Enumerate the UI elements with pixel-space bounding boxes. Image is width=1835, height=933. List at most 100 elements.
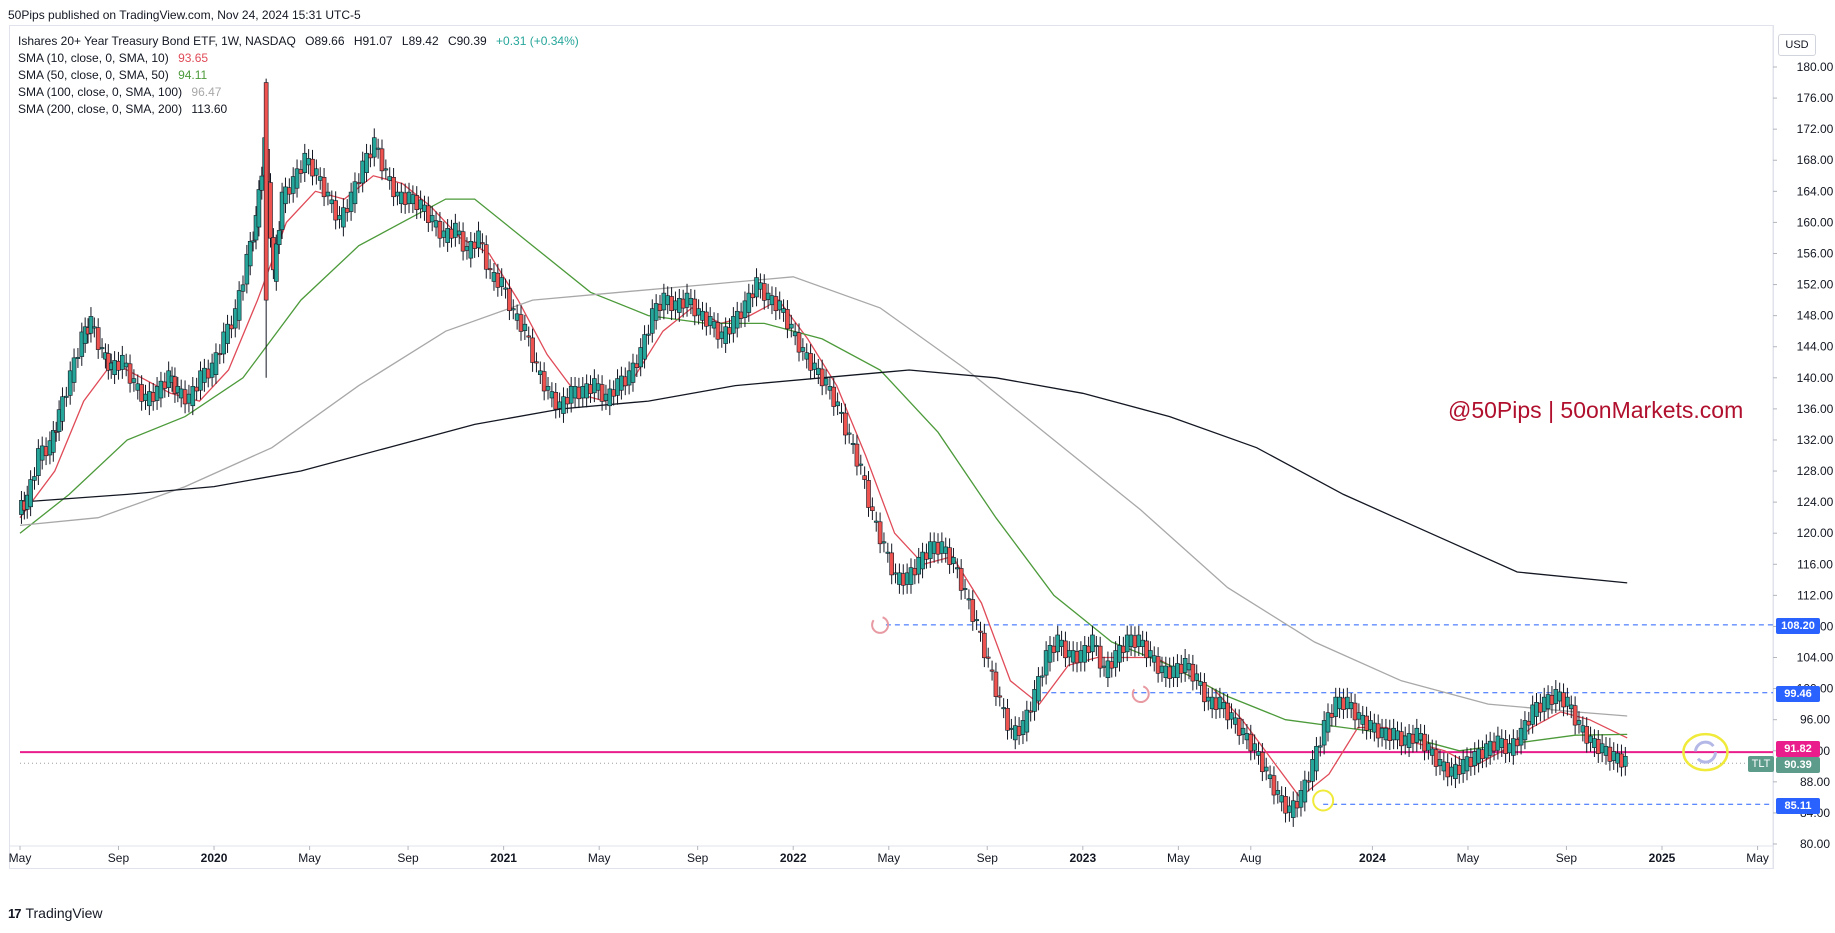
candle-body [1402, 735, 1408, 746]
candle-body [1283, 796, 1288, 814]
candle-body [120, 354, 125, 370]
legend-sma-50[interactable]: SMA (50, close, 0, SMA, 50) 94.11 [18, 67, 579, 84]
y-tick-label: 164.00 [1797, 184, 1834, 198]
candle-body [711, 321, 717, 329]
candle-body [1449, 766, 1454, 777]
sma-line-2 [19, 276, 1628, 717]
y-tick-label: 96.00 [1800, 713, 1830, 727]
candle-body [661, 292, 667, 311]
candle-body [700, 310, 705, 321]
price-tag-85[interactable]: 85.11 [1776, 798, 1820, 814]
candle-body [1541, 696, 1547, 712]
candle-body [402, 192, 408, 205]
y-tick-label: 128.00 [1797, 464, 1834, 478]
candle-body [900, 573, 906, 586]
tradingview-logo[interactable]: 17 TradingView [8, 905, 103, 921]
candle-body [1495, 735, 1501, 751]
candle-body [259, 175, 265, 191]
candle-body [522, 323, 528, 331]
candle-body [1565, 696, 1570, 707]
candle-body [885, 551, 891, 554]
candle-body [649, 308, 655, 334]
candle-body [1580, 725, 1586, 733]
candle-body [843, 412, 848, 436]
candle-body [819, 368, 825, 387]
candle-body [1036, 676, 1041, 702]
candle-body [707, 316, 713, 326]
candle-body [232, 308, 238, 329]
currency-button[interactable]: USD [1778, 34, 1816, 56]
candle-body [433, 220, 439, 228]
candle-body [518, 314, 524, 332]
x-tick-label: 2021 [490, 851, 517, 865]
y-tick-label: 156.00 [1797, 246, 1834, 260]
candle-body [1275, 790, 1281, 795]
candle-body [1615, 752, 1620, 764]
candle-body [1271, 775, 1277, 796]
candle-body [696, 308, 701, 316]
candle-body [398, 191, 404, 205]
x-tick-label: May [1457, 851, 1480, 865]
candle-body [1399, 731, 1404, 747]
price-tag-91[interactable]: 91.82 [1776, 741, 1820, 757]
candle-body [1352, 702, 1358, 721]
candle-body [1236, 718, 1242, 736]
price-tag-108[interactable]: 108.20 [1776, 618, 1820, 634]
candle-body [1317, 745, 1323, 748]
y-tick-label: 180.00 [1797, 60, 1834, 74]
candle-body [1453, 764, 1458, 780]
candle-body [510, 308, 516, 311]
highlight-ring [1312, 789, 1335, 812]
candle-body [592, 378, 597, 394]
candle-body [364, 152, 369, 173]
legend-sma-10[interactable]: SMA (10, close, 0, SMA, 10) 93.65 [18, 50, 579, 67]
candle-body [1422, 733, 1427, 752]
candle-body [32, 476, 37, 481]
candle-body [966, 598, 972, 601]
candle-body [1263, 766, 1269, 772]
candle-body [889, 552, 894, 576]
legend-sma-100[interactable]: SMA (100, close, 0, SMA, 100) 96.47 [18, 84, 579, 101]
candle-body [557, 401, 562, 409]
y-tick-label: 172.00 [1797, 122, 1834, 136]
candle-body [1549, 695, 1555, 705]
candle-body [483, 244, 489, 270]
candle-body [1094, 645, 1099, 647]
candle-body [1429, 748, 1435, 756]
price-tag-99[interactable]: 99.46 [1776, 686, 1820, 702]
legend-sma-200[interactable]: SMA (200, close, 0, SMA, 200) 113.60 [18, 101, 579, 118]
candle-body [595, 383, 601, 391]
candle-body [897, 572, 902, 585]
candle-body [1128, 634, 1134, 647]
candle-body [931, 541, 937, 554]
candle-body [773, 296, 779, 312]
candle-body [677, 297, 682, 313]
candle-body [584, 383, 589, 399]
candle-body [368, 153, 373, 159]
candle-body [1248, 733, 1254, 752]
candle-body [634, 363, 640, 368]
candle-body [387, 176, 393, 181]
legend-symbol[interactable]: Ishares 20+ Year Treasury Bond ETF, 1W, … [18, 34, 296, 48]
candle-body [453, 222, 458, 238]
candle-body [545, 386, 551, 391]
candle-body [638, 347, 643, 368]
x-tick-label: Aug [1240, 851, 1261, 865]
candle-body [302, 152, 308, 173]
candle-body [1221, 702, 1227, 710]
candle-body [731, 316, 736, 334]
candle-body [194, 386, 199, 392]
candle-body [39, 445, 45, 461]
candle-body [158, 380, 164, 399]
candle-body [36, 448, 41, 477]
candle-body [1418, 733, 1423, 741]
sma-label: SMA (200, close, 0, SMA, 200) [18, 102, 183, 116]
candle-body [1256, 751, 1261, 756]
candle-body [356, 182, 362, 185]
candle-body [507, 288, 512, 312]
candle-body [1260, 752, 1265, 773]
candle-body [1387, 728, 1393, 741]
price-tag-last[interactable]: 90.39 [1776, 757, 1820, 773]
candle-body [1240, 727, 1246, 736]
